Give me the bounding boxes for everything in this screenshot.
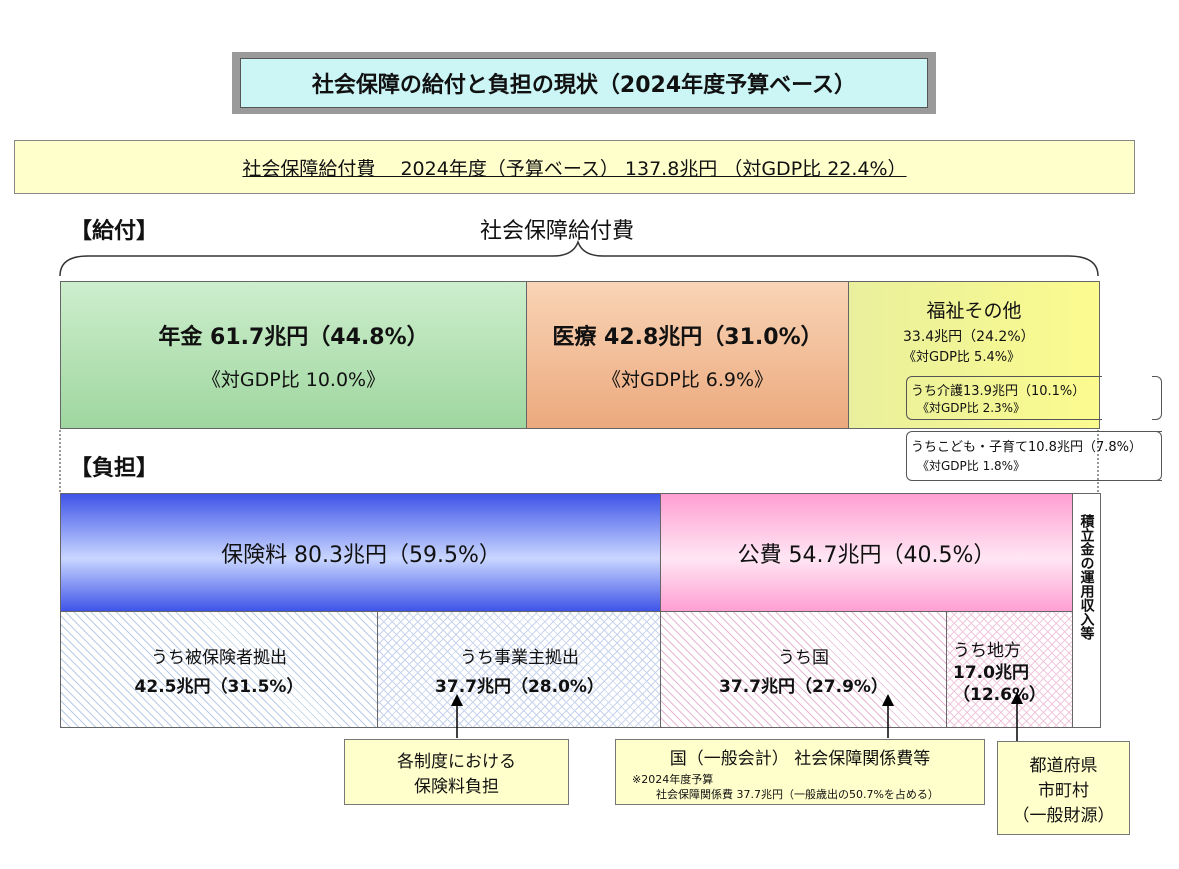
employer-contribution-block: うち事業主拠出 37.7兆円（28.0%） [377,611,662,728]
national-line1: うち国 [778,647,829,668]
welfare-block: 福祉その他 33.4兆円（24.2%） 《対GDP比 5.4%》 [848,281,1100,429]
welfare-gdp: 《対GDP比 5.4%》 [903,350,1021,365]
public-funds-label: 公費 54.7兆円（40.5%） [737,542,996,568]
care-bracket [906,376,1102,420]
reserve-income-block: 積立金の運用収入等 [1072,493,1101,728]
public-funds-block: 公費 54.7兆円（40.5%） [660,493,1073,612]
medical-block: 医療 42.8兆円（31.0%） 《対GDP比 6.9%》 [526,281,849,429]
local-note-line3: （一般財源） [1012,805,1115,826]
insured-contribution-block: うち被保険者拠出 42.5兆円（31.5%） [60,611,378,728]
child-bracket-right [1152,431,1162,481]
employer-line2: 37.7兆円（28.0%） [435,676,604,697]
pension-block: 年金 61.7兆円（44.8%） 《対GDP比 10.0%》 [60,281,527,429]
national-note-sub2: 社会保障関係費 37.7兆円（一般歳出の50.7%を占める） [656,788,939,801]
insurance-block: 保険料 80.3兆円（59.5%） [60,493,662,612]
care-line2: 《対GDP比 2.3%》 [917,401,1026,415]
premium-note-box: 各制度における 保険料負担 [344,739,569,805]
insured-line2: 42.5兆円（31.5%） [134,676,304,697]
burden-section-label: 【負担】 [70,456,159,481]
summary-banner: 社会保障給付費 2024年度（予算ベース） 137.8兆円 （対GDP比 22.… [14,140,1135,194]
local-note-line2: 市町村 [1038,780,1089,801]
care-line1: うち介護13.9兆円（10.1%） [911,384,1086,399]
benefits-section-label: 【給付】 [70,219,159,244]
employer-line1: うち事業主拠出 [460,647,579,668]
summary-text: 社会保障給付費 2024年度（予算ベース） 137.8兆円 （対GDP比 22.… [242,157,907,180]
national-line2: 37.7兆円（27.9%） [719,676,888,697]
local-line1: うち地方 [953,641,1021,661]
premium-note-line1: 各制度における [397,752,516,772]
pension-gdp: 《対GDP比 10.0%》 [201,368,386,391]
child-line1: うちこども・子育て10.8兆円（7.8%） [911,440,1142,455]
medical-label: 医療 42.8兆円（31.0%） [552,324,823,350]
benefits-brace [59,240,1099,277]
local-note-box: 都道府県 市町村 （一般財源） [997,741,1130,835]
welfare-label: 福祉その他 [926,300,1022,322]
national-note-box: 国（一般会計） 社会保障関係費等 ※2024年度予算 社会保障関係費 37.7兆… [615,739,985,805]
page-title: 社会保障の給付と負担の現状（2024年度予算ベース） [240,58,928,108]
child-bracket [906,431,1162,481]
arrows [451,692,1023,748]
medical-gdp: 《対GDP比 6.9%》 [601,368,774,391]
care-bracket-right [1152,376,1162,420]
insurance-label: 保険料 80.3兆円（59.5%） [221,542,501,568]
national-note-title: 国（一般会計） 社会保障関係費等 [669,749,931,769]
insured-line1: うち被保険者拠出 [151,647,287,668]
welfare-amount: 33.4兆円（24.2%） [903,329,1035,345]
local-note-line1: 都道府県 [1029,755,1098,776]
national-share-block: うち国 37.7兆円（27.9%） [660,611,947,728]
national-note-sub1: ※2024年度予算 [632,773,714,786]
local-line2: 17.0兆円 [953,663,1029,683]
child-line2: 《対GDP比 1.8%》 [917,459,1026,473]
premium-note-line2: 保険料負担 [414,777,499,797]
pension-label: 年金 61.7兆円（44.8%） [158,324,429,350]
benefits-brace-label: 社会保障給付費 [480,219,635,244]
local-share-block: うち地方 17.0兆円 （12.6%） [946,611,1073,728]
